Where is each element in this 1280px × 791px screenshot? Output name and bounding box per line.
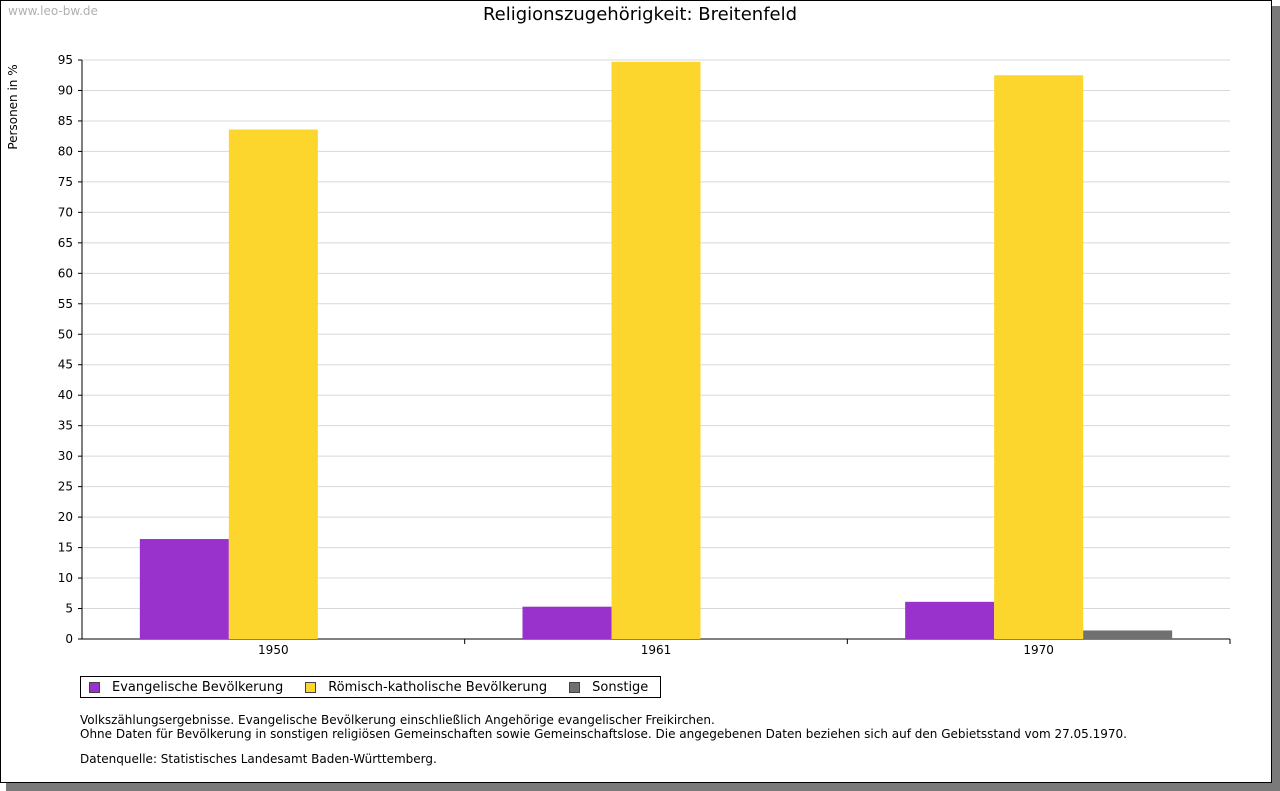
legend-label-sonstige: Sonstige (592, 679, 649, 695)
legend-item-katholisch: Römisch-katholische Bevölkerung (305, 680, 547, 695)
y-tick-label: 95 (58, 53, 73, 67)
bar-katholisch-1970 (994, 75, 1084, 640)
y-tick-label: 10 (58, 571, 73, 585)
bar-chart: 0 5 10 15 20 25 30 35 40 45 50 55 60 65 70 75 80 85 90 95 19… (58, 53, 1231, 657)
y-tick-label: 35 (58, 419, 73, 433)
bar-sonstige-1970 (1083, 630, 1173, 639)
y-tick-label: 30 (58, 449, 73, 463)
y-tick-label: 20 (58, 510, 73, 524)
y-tick-label: 0 (65, 632, 73, 646)
y-tick-label: 70 (58, 205, 73, 219)
frame-shadow-bottom (6, 783, 1280, 791)
data-source: Datenquelle: Statistisches Landesamt Bad… (80, 752, 437, 766)
y-tick-label: 60 (58, 266, 73, 280)
legend-swatch-katholisch (305, 681, 317, 693)
x-tick-label: 1970 (1023, 643, 1054, 657)
chart-title: Religionszugehörigkeit: Breitenfeld (482, 4, 798, 25)
note-line-1: Volkszählungsergebnisse. Evangelische Be… (80, 713, 715, 727)
y-tick-label: 45 (58, 358, 73, 372)
x-tick-label: 1961 (641, 643, 672, 657)
y-tick-label: 90 (58, 83, 73, 97)
frame-shadow-right (1272, 6, 1280, 791)
legend-item-sonstige: Sonstige (569, 680, 648, 695)
legend-label-evangelisch: Evangelische Bevölkerung (112, 679, 284, 695)
x-tick-label: 1950 (258, 643, 289, 657)
note-line-2: Ohne Daten für Bevölkerung in sonstigen … (80, 727, 1127, 741)
bar-evangelisch-1970 (905, 601, 995, 639)
legend: Evangelische Bevölkerung Römisch-katholi… (80, 676, 662, 698)
y-tick-label: 80 (58, 144, 73, 158)
y-tick-label: 15 (58, 541, 73, 555)
y-tick-label: 65 (58, 236, 73, 250)
legend-swatch-evangelisch (89, 681, 100, 693)
y-tick-label: 40 (58, 388, 73, 402)
y-tick-label: 75 (58, 175, 73, 189)
legend-label-katholisch: Römisch-katholische Bevölkerung (328, 679, 548, 695)
y-tick-label: 5 (65, 602, 73, 616)
legend-item-evangelisch: Evangelische Bevölkerung (89, 680, 283, 695)
bar-evangelisch-1961 (522, 606, 612, 639)
y-tick-label: 85 (58, 114, 73, 128)
legend-swatch-sonstige (569, 681, 581, 693)
chart-notes: Volkszählungsergebnisse. Evangelische Be… (80, 713, 1127, 741)
y-tick-label: 55 (58, 297, 73, 311)
bar-evangelisch-1950 (139, 539, 229, 639)
y-tick-label: 25 (58, 480, 73, 494)
y-tick-label: 50 (58, 327, 73, 341)
bar-katholisch-1950 (228, 129, 318, 640)
bar-katholisch-1961 (611, 61, 701, 639)
watermark: www.leo-bw.de (8, 4, 98, 18)
